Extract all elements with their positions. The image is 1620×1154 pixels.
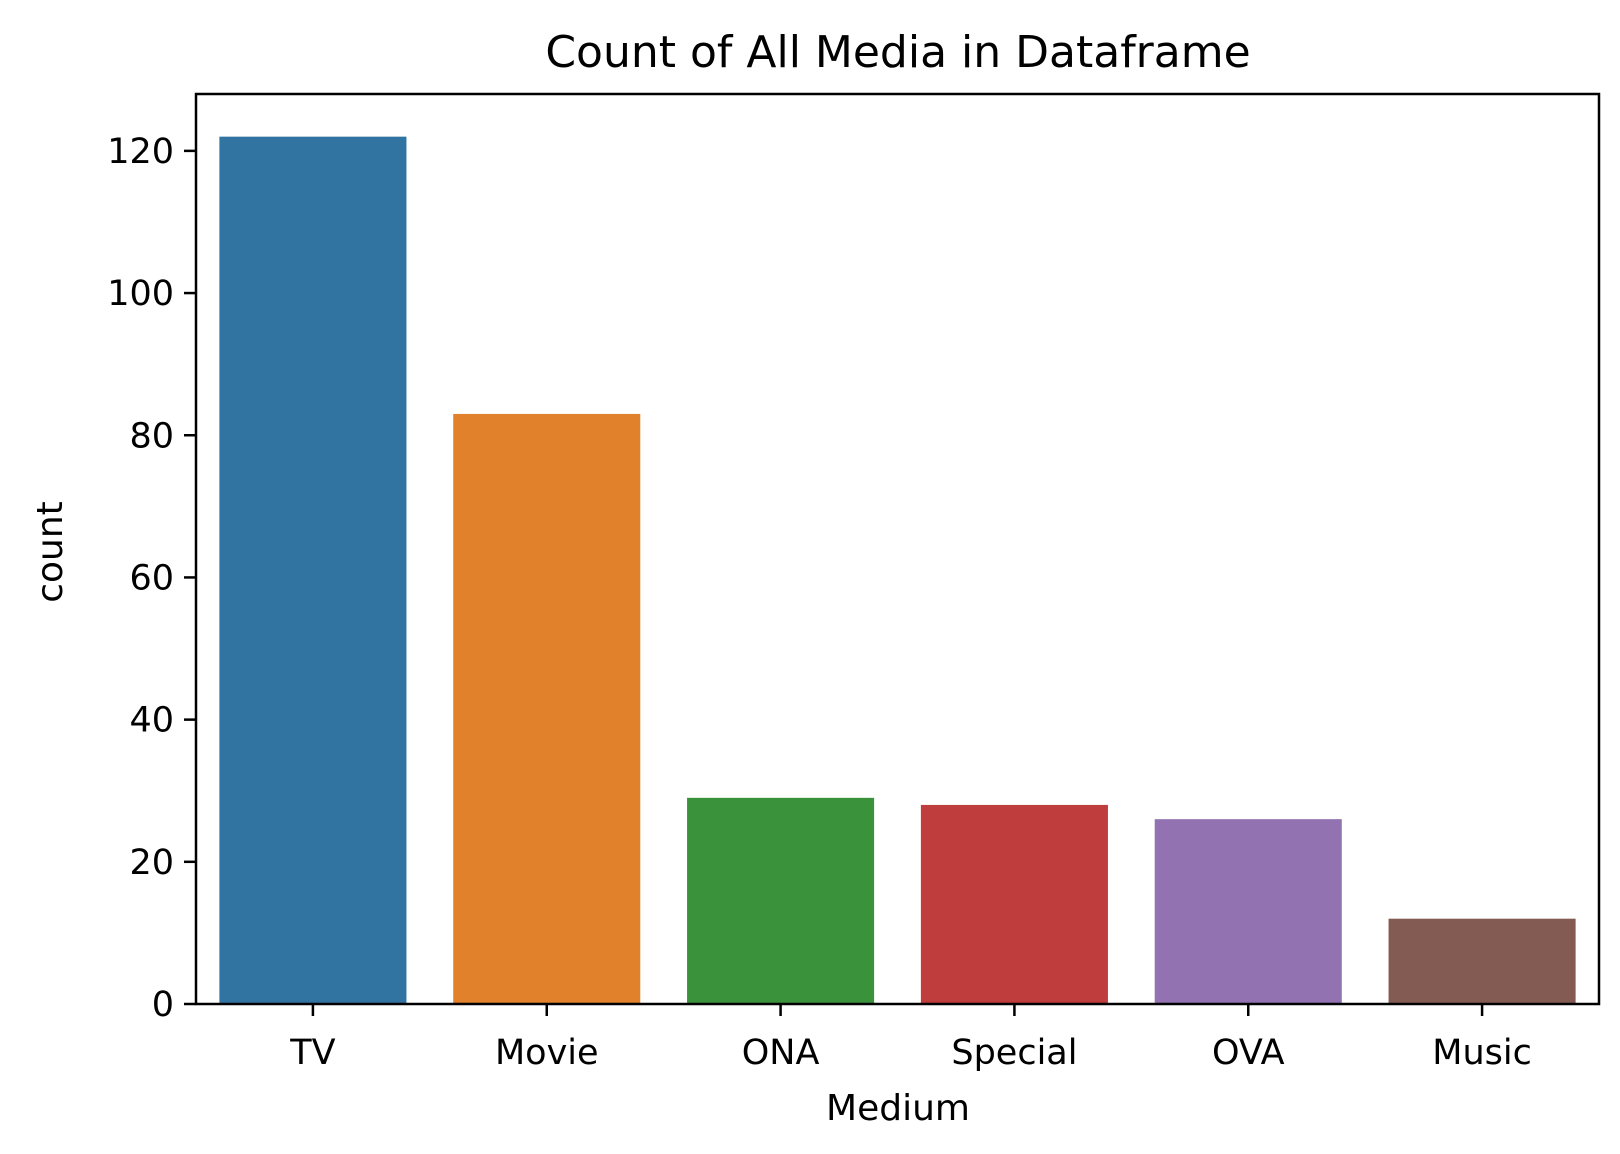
x-tick-label: TV: [289, 1033, 335, 1073]
x-axis-label: Medium: [826, 1088, 970, 1129]
y-tick-label: 120: [107, 132, 174, 172]
bar-ona: [687, 797, 875, 1004]
y-tick-label: 100: [107, 274, 174, 314]
bar-ova: [1154, 819, 1342, 1004]
y-axis-ticks: 0 20 40 60 80 100 120: [107, 132, 196, 1025]
y-tick-label: 20: [129, 843, 174, 883]
x-tick-label: Music: [1432, 1033, 1532, 1073]
bar-movie: [453, 413, 641, 1004]
x-tick-label: Movie: [495, 1033, 599, 1073]
bars-group: [219, 136, 1576, 1004]
chart-title: Count of All Media in Dataframe: [545, 27, 1250, 78]
y-tick-label: 60: [129, 558, 174, 598]
bar-music: [1388, 918, 1576, 1004]
bar-tv: [219, 136, 407, 1004]
x-tick-label: Special: [951, 1033, 1077, 1073]
y-axis-label: count: [30, 501, 71, 603]
x-tick-label: OVA: [1212, 1033, 1285, 1073]
y-tick-label: 0: [152, 985, 174, 1025]
plot-area: TV Movie ONA Special OVA Music 0 20 40 60 80 100 12…: [107, 92, 1601, 1073]
x-tick-label: ONA: [742, 1033, 820, 1073]
plot-frame: [194, 92, 1601, 1006]
y-tick-label: 80: [129, 416, 174, 456]
y-tick-label: 40: [129, 701, 174, 741]
x-axis-ticks: TV Movie ONA Special OVA Music: [289, 1004, 1532, 1073]
bar-special: [920, 804, 1108, 1004]
